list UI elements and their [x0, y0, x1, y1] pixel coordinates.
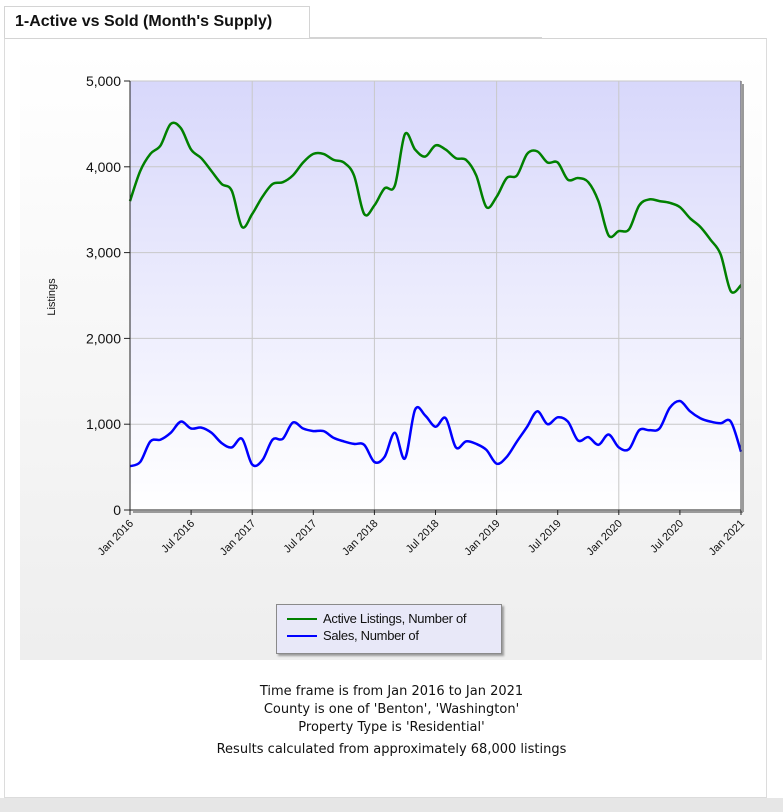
y-tick-label: 4,000: [86, 159, 121, 175]
x-tick-label: Jan 2021: [707, 518, 747, 558]
x-tick-label: Jan 2020: [584, 518, 624, 558]
x-tick-label: Jul 2017: [282, 518, 320, 556]
note-county: County is one of 'Benton', 'Washington': [263, 702, 520, 717]
y-axis-label: Listings: [46, 278, 58, 316]
series-line-active-listings: [128, 121, 742, 294]
footer-bar: [0, 798, 783, 812]
x-tick-label: Jul 2018: [404, 518, 442, 556]
y-tick-label: 0: [113, 502, 121, 518]
x-tick-label: Jan 2017: [218, 518, 258, 558]
x-tick-label: Jul 2019: [526, 518, 564, 556]
legend-label-sales: Sales, Number of: [323, 628, 419, 643]
x-tick-label: Jan 2016: [96, 518, 136, 558]
note-time-frame: Time frame is from Jan 2016 to Jan 2021: [259, 684, 524, 699]
legend-item-sales: Sales, Number of: [287, 628, 419, 643]
tab-divider: [310, 37, 542, 38]
chart-tab[interactable]: 1-Active vs Sold (Month's Supply): [4, 6, 310, 38]
note-results: Results calculated from approximately 68…: [216, 742, 567, 757]
y-tick-label: 1,000: [86, 416, 121, 432]
x-tick-label: Jan 2019: [462, 518, 502, 558]
legend-swatch-active: [287, 617, 317, 620]
x-tick-label: Jul 2016: [159, 518, 197, 556]
legend-swatch-sales: [287, 634, 317, 637]
chart-notes: Time frame is from Jan 2016 to Jan 2021 …: [0, 683, 783, 759]
note-property-type: Property Type is 'Residential': [298, 720, 485, 735]
y-tick-label: 5,000: [86, 73, 121, 89]
legend-item-active: Active Listings, Number of: [287, 611, 467, 626]
page-title: 1-Active vs Sold (Month's Supply): [15, 13, 273, 30]
x-tick-label: Jan 2018: [340, 518, 380, 558]
legend-label-active: Active Listings, Number of: [323, 611, 467, 626]
series-line-sales: [129, 399, 743, 468]
x-tick-label: Jul 2020: [648, 518, 686, 556]
y-tick-label: 3,000: [86, 245, 121, 261]
plot-area: [130, 81, 741, 510]
chart-legend: Active Listings, Number of Sales, Number…: [276, 604, 502, 654]
y-tick-label: 2,000: [86, 330, 121, 346]
